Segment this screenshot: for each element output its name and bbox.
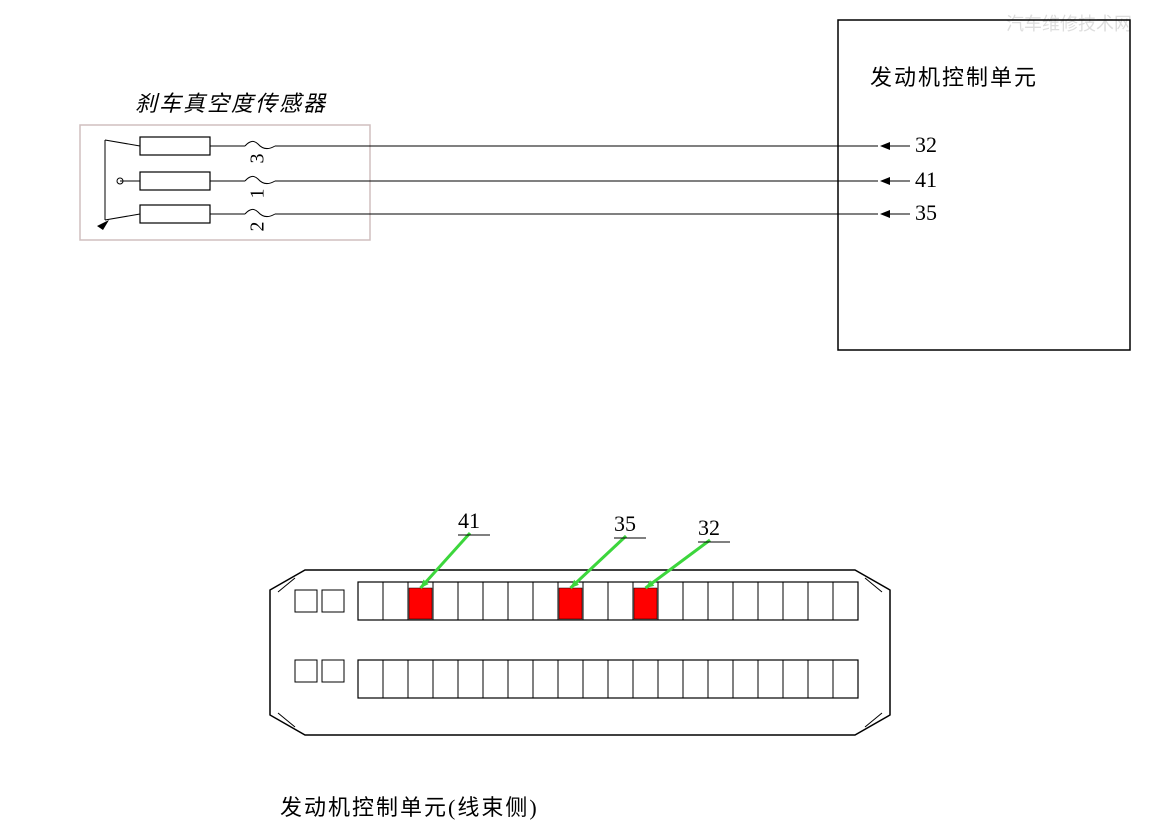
diagram-svg [0,0,1152,840]
wiring-diagram: 汽车维修技术网 刹车真空度传感器 发动机控制单元 发动机控制单元(线束侧) 3 … [0,0,1152,840]
